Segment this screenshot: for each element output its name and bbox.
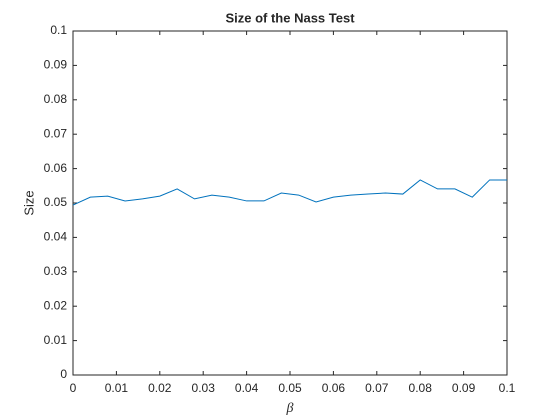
x-tick-label: 0.03: [192, 381, 216, 395]
x-axis-label: β: [286, 401, 294, 416]
y-tick-label: 0.1: [50, 23, 67, 37]
x-tick-label: 0.04: [235, 381, 259, 395]
axes-box: [72, 30, 508, 376]
y-tick-label: 0.06: [44, 161, 68, 175]
x-tick-label: 0.08: [409, 381, 433, 395]
data-line: [72, 179, 507, 206]
x-tick-label: 0.01: [105, 381, 129, 395]
x-tick-label: 0.06: [322, 381, 346, 395]
y-tick-label: 0.01: [44, 333, 68, 347]
x-tick-label: 0.02: [148, 381, 172, 395]
x-tick-label: 0.05: [278, 381, 302, 395]
y-tick-label: 0.04: [44, 230, 68, 244]
x-tick-label: 0.07: [365, 381, 389, 395]
x-tick-label: 0.09: [452, 381, 476, 395]
y-tick-label: 0.07: [44, 126, 68, 140]
y-tick-label: 0.02: [44, 298, 68, 312]
y-tick-label: 0: [60, 367, 67, 381]
y-tick-label: 0.05: [44, 195, 68, 209]
y-tick-label: 0.03: [44, 264, 68, 278]
x-tick-label: 0.1: [499, 381, 516, 395]
y-tick-label: 0.09: [44, 58, 68, 72]
y-tick-label: 0.08: [44, 92, 68, 106]
y-axis-label: Size: [21, 190, 36, 215]
x-tick-label: 0: [70, 381, 77, 395]
chart-title: Size of the Nass Test: [225, 10, 355, 25]
